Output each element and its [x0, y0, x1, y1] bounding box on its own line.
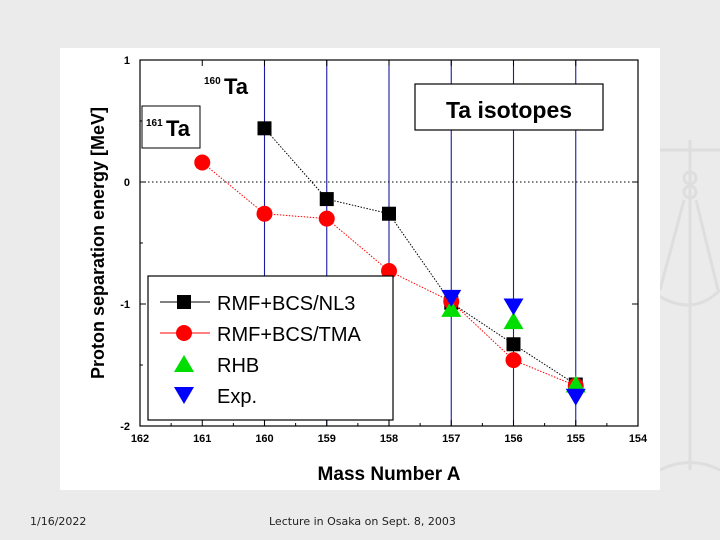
data-point — [318, 210, 335, 227]
data-point — [565, 375, 586, 393]
footer-date: 1/16/2022 — [30, 515, 87, 528]
annotation-element: Ta — [166, 116, 191, 141]
data-point — [506, 337, 521, 352]
x-axis-label: Mass Number A — [318, 464, 461, 485]
legend-label: RMF+BCS/TMA — [217, 324, 362, 346]
data-point — [503, 298, 524, 316]
y-tick-label: -1 — [120, 299, 130, 311]
data-point — [503, 312, 524, 330]
x-tick-label: 160 — [255, 433, 273, 445]
x-tick-label: 162 — [131, 433, 149, 445]
annotation-mass-number: 161 — [146, 118, 163, 129]
legend-label: Exp. — [217, 386, 257, 408]
y-axis-label: Proton separation energy [MeV] — [88, 107, 108, 379]
x-tick-label: 156 — [504, 433, 522, 445]
title-box — [414, 83, 604, 131]
data-point — [257, 121, 272, 136]
x-tick-label: 158 — [380, 433, 398, 445]
legend-label: RMF+BCS/NL3 — [217, 293, 355, 315]
x-tick-label: 157 — [442, 433, 460, 445]
data-point — [381, 263, 397, 280]
series-line-0 — [264, 127, 577, 385]
annotation-element: Ta — [224, 74, 249, 99]
y-tick-label: -2 — [120, 421, 130, 433]
chart: 162 161 160 159 158 157 156 155 154 1 0 -1 -2 Mass Nu… — [88, 55, 648, 485]
legend-marker — [174, 387, 194, 404]
x-tick-label: 155 — [567, 433, 585, 445]
data-point — [565, 388, 586, 406]
data-point — [505, 352, 522, 369]
x-tick-label: 154 — [629, 433, 648, 445]
y-tick-label: 1 — [124, 55, 130, 67]
legend-marker — [176, 325, 192, 341]
data-point — [441, 299, 462, 317]
data-point — [256, 205, 273, 222]
data-point — [319, 192, 334, 207]
x-tick-label: 161 — [193, 433, 211, 445]
x-tick-label: 159 — [318, 433, 336, 445]
annotation-box — [141, 105, 201, 149]
legend-marker — [174, 355, 194, 372]
data-point — [194, 154, 211, 171]
legend-marker — [177, 295, 191, 309]
y-tick-label: 0 — [124, 177, 130, 189]
data-point — [441, 289, 462, 307]
legend-label: RHB — [217, 355, 259, 377]
data-point — [382, 206, 396, 221]
footer-caption: Lecture in Osaka on Sept. 8, 2003 — [269, 515, 456, 528]
annotation-mass-number: 160 — [204, 76, 221, 87]
chart-panel: 162 161 160 159 158 157 156 155 154 1 0 -1 -2 Mass Nu… — [60, 48, 660, 490]
chart-title: Ta isotopes — [446, 97, 572, 123]
